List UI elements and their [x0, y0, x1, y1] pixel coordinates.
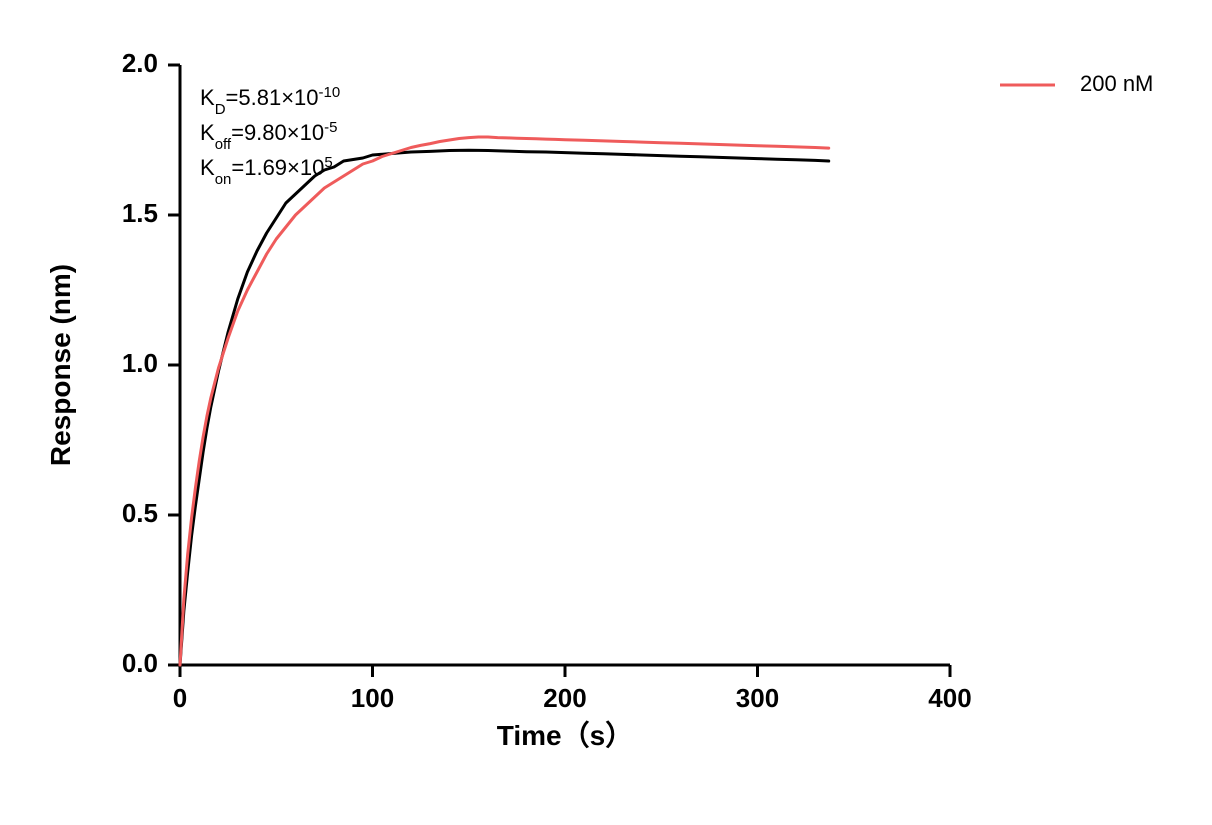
y-tick-label: 2.0	[122, 48, 158, 78]
x-tick-label: 400	[928, 683, 971, 713]
y-tick-label: 1.5	[122, 198, 158, 228]
binding-kinetics-chart: 0.0 0.5 1.0 1.5 2.0 0 100 200 300 400 Response (nm…	[0, 0, 1212, 825]
y-tick-label: 0.0	[122, 648, 158, 678]
x-axis-label: Time（s）	[497, 719, 633, 751]
x-tick-label: 0	[173, 683, 187, 713]
chart-svg: 0.0 0.5 1.0 1.5 2.0 0 100 200 300 400 Response (nm…	[0, 0, 1212, 825]
y-axis-label: Response (nm)	[45, 264, 76, 466]
x-tick-label: 100	[351, 683, 394, 713]
legend-label: 200 nM	[1080, 71, 1153, 96]
x-tick-label: 300	[736, 683, 779, 713]
x-tick-label: 200	[543, 683, 586, 713]
y-tick-label: 1.0	[122, 348, 158, 378]
y-tick-label: 0.5	[122, 498, 158, 528]
